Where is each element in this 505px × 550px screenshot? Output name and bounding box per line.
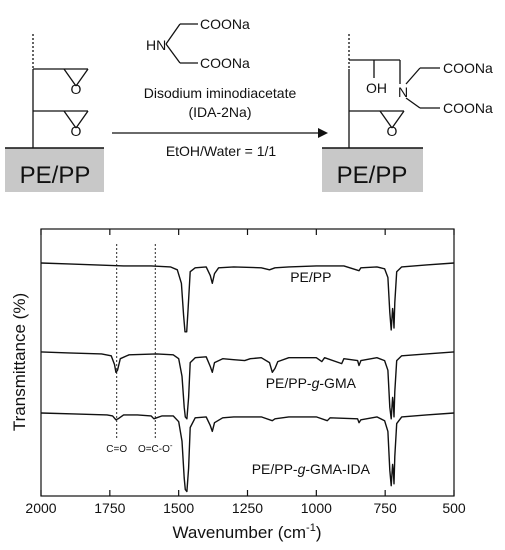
x-tick-label-2000: 2000: [25, 500, 56, 516]
ftir-chart: 2000 1750 1500 1250 1000 750 500 C=O O=C-O- PE/…: [10, 228, 466, 542]
product-epoxide-left: [379, 110, 393, 129]
epoxide-2-left: [63, 110, 77, 129]
y-axis-title: Transmittance (%): [10, 293, 29, 431]
substrate-left-label: PE/PP: [20, 162, 91, 189]
reagent-abbrev: (IDA-2Na): [188, 104, 251, 120]
reaction-condition: EtOH/Water = 1/1: [166, 143, 277, 159]
reagent-coona-2: COONa: [200, 55, 250, 71]
scheme-labels: O O PE/PP HN COONa COONa Disodium iminod…: [20, 16, 493, 189]
spectra: [40, 262, 455, 493]
ref-label-2: O=C-O-: [138, 441, 173, 455]
epoxide-o-1: O: [71, 81, 82, 97]
product-coona-1: COONa: [443, 60, 493, 76]
reagent-name: Disodium iminodiacetate: [144, 85, 297, 101]
reagent: [165, 23, 198, 64]
x-tick-label-1000: 1000: [301, 500, 332, 516]
product-epoxide-o: O: [387, 123, 398, 139]
x-tick-label-750: 750: [373, 500, 397, 516]
reactant-left: [5, 34, 104, 192]
reagent-nh: HN: [146, 37, 166, 53]
x-tick-label-1500: 1500: [163, 500, 194, 516]
spectrum-labels: PE/PP PE/PP-g-GMA PE/PP-g-GMA-IDA: [252, 269, 371, 477]
product-n: N: [398, 84, 408, 100]
substrate-left-box: [5, 148, 104, 192]
epoxide-1-right: [75, 68, 89, 87]
product-n-down: [405, 97, 421, 109]
spectrum-label-3: PE/PP-g-GMA-IDA: [252, 461, 371, 477]
reagent-bond-up: [165, 23, 181, 45]
epoxide-2-right: [75, 110, 89, 129]
spectrum-label-1: PE/PP: [290, 269, 331, 285]
reaction-arrow: [112, 128, 328, 138]
substrate-right-box: [322, 148, 423, 192]
spectrum-1: [40, 262, 455, 333]
reagent-bond-down: [165, 43, 181, 64]
product-oh: OH: [366, 80, 387, 96]
reference-lines: C=O O=C-O-: [106, 244, 173, 455]
epoxide-1-left: [63, 68, 77, 87]
product: [322, 34, 440, 192]
spectrum-3: [40, 412, 455, 493]
reaction-scheme: [5, 23, 440, 192]
ref-label-1: C=O: [106, 444, 127, 455]
spectrum-2: [40, 351, 455, 420]
x-axis: 2000 1750 1500 1250 1000 750 500: [25, 229, 466, 516]
product-epoxide-right: [391, 110, 405, 129]
arrow-head: [318, 128, 328, 138]
plot-frame: [40, 228, 455, 497]
epoxide-o-2: O: [71, 123, 82, 139]
reagent-coona-1: COONa: [200, 16, 250, 32]
x-tick-label-1750: 1750: [94, 500, 125, 516]
product-n-up: [405, 67, 421, 85]
x-tick-label-1250: 1250: [232, 500, 263, 516]
x-tick-label-500: 500: [442, 500, 466, 516]
spectrum-label-2: PE/PP-g-GMA: [266, 375, 357, 391]
x-axis-title: Wavenumber (cm-1): [173, 522, 322, 542]
product-coona-2: COONa: [443, 100, 493, 116]
substrate-right-label: PE/PP: [337, 162, 408, 189]
